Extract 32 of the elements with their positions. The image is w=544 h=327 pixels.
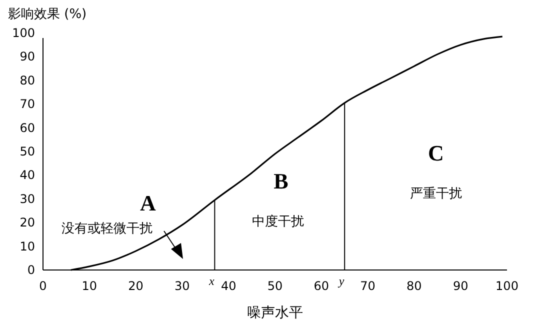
y-tick-label: 40 bbox=[20, 168, 35, 182]
x-axis-title: 噪声水平 bbox=[247, 305, 303, 321]
x-tick-label: 30 bbox=[174, 279, 190, 293]
y-axis-title: 影响效果 (%) bbox=[8, 7, 87, 22]
y-tick-label: 30 bbox=[20, 192, 35, 206]
ref-line-label: y bbox=[338, 274, 345, 288]
x-tick-label: 80 bbox=[406, 279, 422, 293]
x-tick-label: 10 bbox=[82, 279, 98, 293]
annotation: 没有或轻微干扰 bbox=[62, 222, 152, 236]
x-tick-label: 100 bbox=[496, 279, 518, 293]
y-tick-label: 80 bbox=[20, 73, 35, 88]
x-tick-label: 0 bbox=[39, 279, 47, 293]
ref-line-label: x bbox=[208, 274, 216, 288]
annotation: B bbox=[274, 168, 289, 194]
annotation: A bbox=[140, 190, 156, 216]
y-tick-label: 0 bbox=[27, 263, 35, 277]
y-tick-label: 10 bbox=[20, 239, 35, 254]
x-tick-label: 40 bbox=[220, 279, 236, 293]
y-tick-label: 70 bbox=[20, 97, 35, 112]
y-tick-label: 60 bbox=[20, 120, 35, 135]
y-tick-label: 90 bbox=[20, 50, 35, 64]
x-tick-label: 50 bbox=[267, 279, 283, 293]
x-tick-label: 90 bbox=[452, 279, 468, 293]
y-tick-label: 50 bbox=[20, 144, 35, 158]
annotation: C bbox=[428, 140, 444, 166]
annotation: 严重干扰 bbox=[410, 186, 462, 202]
x-tick-label: 20 bbox=[128, 279, 144, 293]
annotation: 中度干扰 bbox=[252, 214, 304, 230]
x-tick-label: 70 bbox=[360, 279, 376, 293]
y-tick-label: 100 bbox=[12, 26, 35, 40]
y-tick-label: 20 bbox=[20, 216, 35, 230]
x-tick-label: 60 bbox=[314, 279, 330, 293]
